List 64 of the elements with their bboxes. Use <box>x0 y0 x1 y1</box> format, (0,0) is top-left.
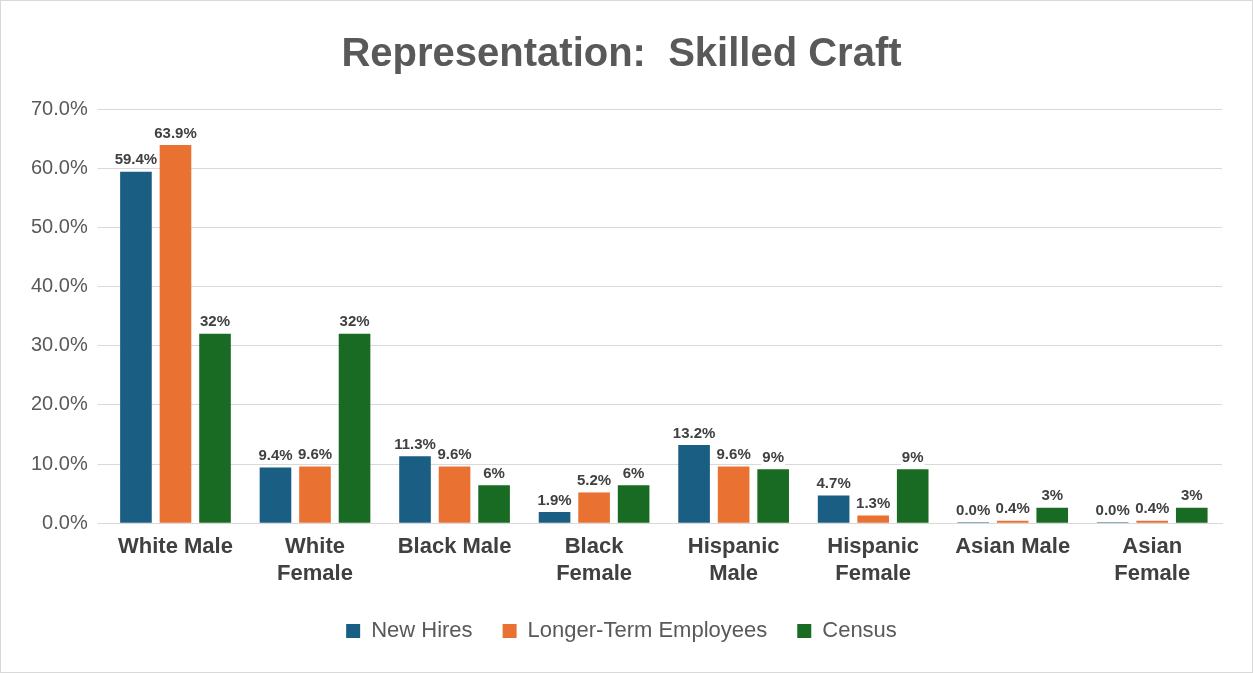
bar <box>338 333 371 523</box>
y-tick-label: 0.0% <box>42 510 88 533</box>
data-label: 4.7% <box>816 474 851 492</box>
legend-label: Longer-Term Employees <box>527 617 768 643</box>
data-label: 0.4% <box>995 499 1030 517</box>
y-tick-label: 10.0% <box>30 451 88 474</box>
data-label: 3% <box>1041 486 1064 504</box>
y-tick-label: 70.0% <box>30 96 88 119</box>
y-tick-label: 30.0% <box>30 333 88 356</box>
bar <box>857 515 889 523</box>
bar <box>538 511 571 523</box>
data-label: 3% <box>1180 486 1203 504</box>
data-label: 32% <box>200 312 231 330</box>
data-label: 5.2% <box>576 471 612 489</box>
x-tick-label: White Female <box>277 533 353 585</box>
bar <box>199 333 231 523</box>
bar <box>578 492 610 523</box>
data-label: 9.6% <box>437 445 472 463</box>
bar <box>399 456 431 523</box>
data-label: 59.4% <box>114 150 158 168</box>
bar <box>299 466 331 523</box>
bar <box>617 485 650 523</box>
bar <box>478 485 510 523</box>
data-label: 32% <box>339 312 370 330</box>
bar <box>817 495 850 523</box>
bar <box>678 445 710 523</box>
data-label: 6% <box>483 463 505 481</box>
data-label: 6% <box>622 463 645 481</box>
bar <box>896 469 929 523</box>
x-tick-label: Hispanic Female <box>827 533 920 585</box>
data-label: 63.9% <box>154 123 197 141</box>
y-tick-label: 60.0% <box>30 155 88 178</box>
data-label: 9.6% <box>716 445 751 463</box>
bar <box>259 467 292 523</box>
bar <box>1175 507 1208 523</box>
legend-label: Census <box>822 617 897 643</box>
data-label: 9.4% <box>258 446 293 464</box>
x-tick-label: Hispanic Male <box>687 533 780 585</box>
data-label: 0.0% <box>1095 500 1130 518</box>
data-label: 9% <box>901 447 924 465</box>
x-tick-label: White Male <box>118 533 233 559</box>
y-tick-label: 40.0% <box>30 274 88 297</box>
x-tick-label: Black Female <box>556 533 632 585</box>
x-tick-label: Asian Female <box>1114 533 1191 585</box>
bar <box>757 469 789 523</box>
bar <box>159 145 192 523</box>
x-tick-label: Black Male <box>397 533 512 559</box>
bar <box>1036 507 1069 523</box>
legend-label: New Hires <box>371 617 473 643</box>
bar <box>120 171 152 523</box>
data-label: 1.9% <box>537 490 572 508</box>
data-label: 1.3% <box>856 494 891 512</box>
bar <box>438 466 471 523</box>
chart-title: Representation: Skilled Craft <box>341 30 902 75</box>
data-label: 11.3% <box>394 434 436 452</box>
bar <box>717 466 750 523</box>
y-tick-label: 50.0% <box>30 214 88 237</box>
data-label: 9% <box>762 447 784 465</box>
data-label: 0.0% <box>956 500 991 518</box>
data-label: 13.2% <box>672 423 716 441</box>
y-tick-label: 20.0% <box>30 392 88 415</box>
x-tick-label: Asian Male <box>955 533 1071 559</box>
data-label: 0.4% <box>1135 499 1170 517</box>
data-label: 9.6% <box>297 445 333 463</box>
